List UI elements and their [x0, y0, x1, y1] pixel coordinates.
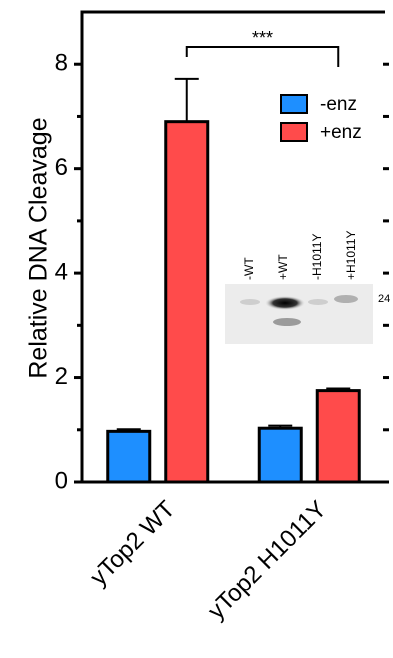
inset-gel: [225, 284, 373, 344]
y-tick-label: 8: [55, 50, 68, 77]
gel-band: [265, 296, 305, 310]
y-axis-label: Relative DNA Cleavage: [25, 117, 53, 378]
y-tick-label: 0: [55, 467, 68, 494]
gel-band: [334, 295, 358, 303]
x-tick-label: yTop2 H1011Y: [203, 496, 332, 625]
legend-swatch: [281, 95, 307, 113]
gel-band: [273, 318, 301, 326]
y-tick-label: 2: [55, 363, 68, 390]
chart: Relative DNA Cleavage 02468yTop2 WTyTop2…: [0, 0, 393, 653]
lane-label: +H1011Y: [344, 231, 358, 280]
bar: [317, 391, 359, 482]
y-tick-label: 4: [55, 258, 68, 285]
bar: [108, 431, 150, 482]
gel-background: [225, 284, 373, 344]
significance-label: ***: [252, 28, 273, 48]
bar: [166, 122, 208, 482]
y-tick-label: 6: [55, 154, 68, 181]
lane-label: +WT: [276, 254, 290, 280]
significance-bracket: [187, 47, 339, 67]
x-tick-label: yTop2 WT: [85, 495, 181, 591]
legend-label: +enz: [320, 122, 362, 143]
lane-label: -WT: [242, 257, 256, 280]
gel-band: [308, 299, 328, 305]
bar: [259, 428, 301, 482]
marker-label: 24: [378, 293, 390, 305]
gel-band: [240, 299, 260, 305]
lane-label: -H1011Y: [310, 234, 324, 280]
legend-label: -enz: [320, 94, 357, 115]
legend-swatch: [281, 123, 307, 141]
